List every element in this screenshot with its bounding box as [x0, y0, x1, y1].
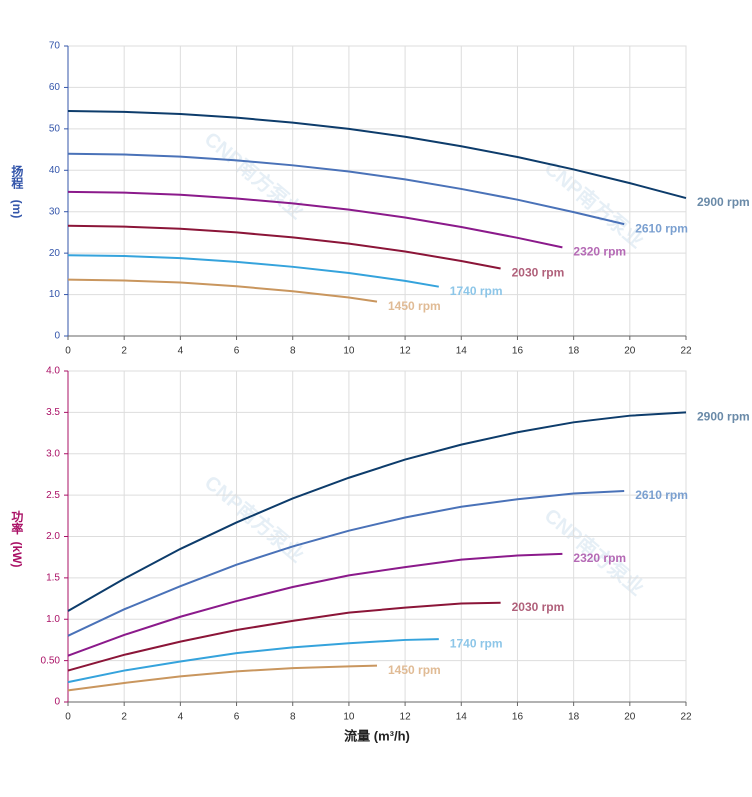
line-series [67, 224, 501, 270]
x-tick-label: 0 [65, 346, 71, 357]
y-axis-label: 功率 [10, 509, 24, 535]
series-label: 2900 rpm [697, 195, 750, 209]
y-tick-label: 2.5 [46, 490, 60, 501]
series-label: 2030 rpm [512, 600, 565, 614]
y-tick-label: 0 [54, 697, 60, 708]
x-tick-label: 22 [680, 712, 692, 723]
y-tick-label: 40 [49, 165, 61, 176]
line-series [67, 190, 563, 249]
series-label: 1740 rpm [450, 284, 503, 298]
y-tick-label: 3.0 [46, 448, 60, 459]
x-tick-label: 20 [624, 346, 636, 357]
x-tick-label: 10 [343, 346, 355, 357]
x-tick-label: 16 [512, 346, 524, 357]
x-tick-label: 10 [343, 712, 355, 723]
x-axis-label: 流量 (m³/h) [344, 728, 410, 743]
x-tick-label: 20 [624, 712, 636, 723]
y-tick-label: 70 [49, 41, 61, 52]
x-tick-label: 4 [178, 712, 184, 723]
y-tick-label: 4.0 [46, 366, 60, 377]
y-tick-label: 2.0 [46, 531, 60, 542]
x-tick-label: 8 [290, 346, 296, 357]
series-label: 1450 rpm [388, 299, 441, 313]
x-tick-label: 18 [568, 346, 580, 357]
y-tick-label: 0 [54, 331, 60, 342]
series-label: 1450 rpm [388, 663, 441, 677]
y-axis-label: (kW) [10, 542, 24, 568]
y-tick-label: 1.5 [46, 573, 60, 584]
y-axis-label: (m) [10, 200, 24, 219]
y-tick-label: 10 [49, 289, 61, 300]
x-tick-label: 16 [512, 712, 524, 723]
x-tick-label: 6 [234, 346, 240, 357]
line-series [67, 601, 501, 672]
series-label: 2610 rpm [635, 221, 688, 235]
y-tick-label: 60 [49, 82, 61, 93]
x-tick-label: 12 [400, 712, 412, 723]
line-series [67, 638, 439, 684]
line-series [67, 254, 439, 288]
y-tick-label: 1.0 [46, 614, 60, 625]
y-tick-label: 3.5 [46, 407, 60, 418]
series-label: 2030 rpm [512, 266, 565, 280]
x-tick-label: 6 [234, 712, 240, 723]
line-series [67, 664, 378, 692]
y-tick-label: 20 [49, 248, 61, 259]
series-label: 1740 rpm [450, 636, 503, 650]
line-series [67, 278, 378, 303]
x-tick-label: 22 [680, 346, 692, 357]
x-tick-label: 4 [178, 346, 184, 357]
y-axis-label: 扬程 [10, 164, 24, 190]
series-label: 2610 rpm [635, 488, 688, 502]
line-series [67, 152, 625, 226]
x-tick-label: 14 [456, 712, 468, 723]
x-tick-label: 12 [400, 346, 412, 357]
line-series [67, 110, 687, 200]
series-label: 2900 rpm [697, 410, 750, 424]
x-tick-label: 2 [121, 346, 127, 357]
x-tick-label: 8 [290, 712, 296, 723]
line-series [67, 411, 687, 612]
y-tick-label: 0.50 [41, 655, 61, 666]
y-tick-label: 50 [49, 123, 61, 134]
series-label: 2320 rpm [573, 245, 626, 259]
x-tick-label: 2 [121, 712, 127, 723]
x-tick-label: 14 [456, 346, 468, 357]
x-tick-label: 18 [568, 712, 580, 723]
line-series [67, 552, 563, 657]
y-tick-label: 30 [49, 206, 61, 217]
x-tick-label: 0 [65, 712, 71, 723]
line-series [67, 489, 625, 637]
series-label: 2320 rpm [573, 551, 626, 565]
